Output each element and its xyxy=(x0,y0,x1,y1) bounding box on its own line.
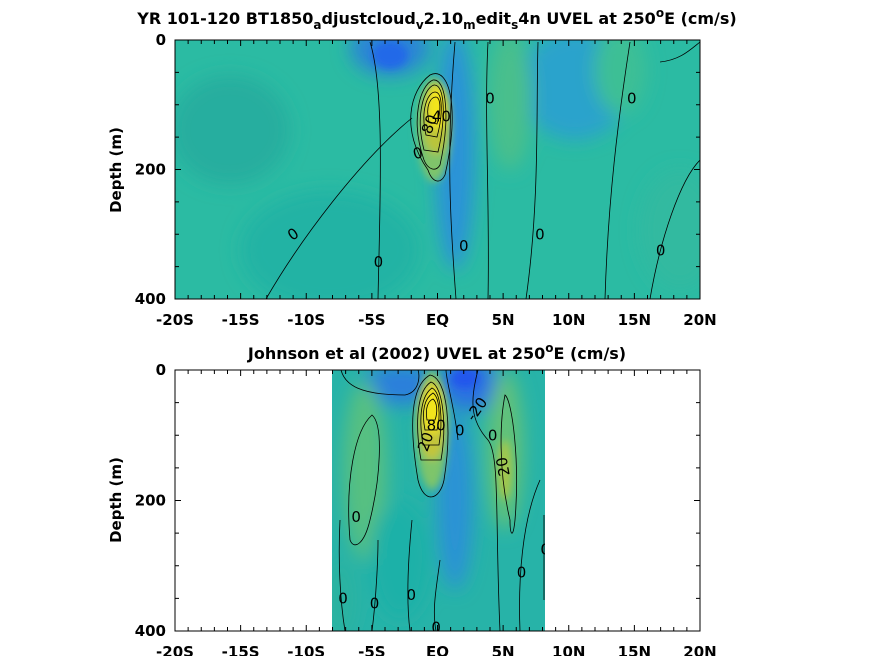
x-tick-label: -20S xyxy=(156,643,194,656)
title-part: v xyxy=(416,18,424,32)
bottom-ticks xyxy=(174,369,701,632)
y-tick-label: 400 xyxy=(135,290,166,308)
contour-label: 20 xyxy=(493,456,514,478)
contour-label: 0 xyxy=(627,89,637,107)
contour-label: 0 xyxy=(488,426,498,444)
bottom-contours xyxy=(338,370,545,631)
x-tick-label: -10S xyxy=(287,311,325,329)
contour-label: 0 xyxy=(338,589,348,607)
x-tick-label: 10N xyxy=(552,311,585,329)
contour-label: 40 xyxy=(432,107,451,125)
y-tick-label: 0 xyxy=(156,361,166,379)
x-tick-label: -15S xyxy=(222,643,260,656)
y-tick-label: 200 xyxy=(135,492,166,510)
contour-label: 0 xyxy=(370,595,380,613)
x-tick-label: -10S xyxy=(287,643,325,656)
bottom-y-axis-label: Depth (m) xyxy=(107,457,125,543)
x-tick-label: 10N xyxy=(552,643,585,656)
title-part: Johnson et al (2002) UVEL at 250 xyxy=(247,344,545,363)
title-part: E (cm/s) xyxy=(664,9,737,28)
contour-label: 0 xyxy=(517,563,527,581)
bottom-y-tick-labels: 0 200 400 xyxy=(135,361,166,640)
title-part: o xyxy=(545,341,553,355)
x-tick-label: 20N xyxy=(683,643,716,656)
x-tick-label: 15N xyxy=(618,311,651,329)
title-part: m xyxy=(463,18,476,32)
y-tick-label: 0 xyxy=(156,31,166,49)
x-tick-label: -15S xyxy=(222,311,260,329)
title-part: s xyxy=(511,18,518,32)
contour-label: 0 xyxy=(535,225,545,243)
x-tick-label: EQ xyxy=(426,311,449,329)
title-part: o xyxy=(656,6,664,20)
x-tick-label: 5N xyxy=(492,311,515,329)
title-part: djustcloud xyxy=(322,9,416,28)
title-part: 4n UVEL at 250 xyxy=(518,9,656,28)
x-tick-label: -5S xyxy=(358,311,385,329)
x-tick-label: -20S xyxy=(156,311,194,329)
contour-label: 0 xyxy=(455,422,465,440)
bottom-panel-title: Johnson et al (2002) UVEL at 250oE (cm/s… xyxy=(247,341,626,363)
title-part: E (cm/s) xyxy=(553,344,626,363)
title-part: YR 101-120 BT1850 xyxy=(136,9,313,28)
contour-label: 20 xyxy=(414,430,437,454)
top-contours xyxy=(265,41,700,299)
x-tick-label: EQ xyxy=(426,643,449,656)
contour-label: 0 xyxy=(374,253,384,271)
contour-label: 80 xyxy=(427,416,446,434)
contour-label: 0 xyxy=(431,619,441,637)
contour-label: 0 xyxy=(459,237,469,255)
top-panel-title: YR 101-120 BT1850adjustcloudv2.10medits4… xyxy=(136,6,736,32)
top-panel: YR 101-120 BT1850adjustcloudv2.10medits4… xyxy=(107,6,737,329)
x-tick-label: 15N xyxy=(618,643,651,656)
contour-label: 0 xyxy=(485,89,495,107)
top-x-tick-labels: -20S -15S -10S -5S EQ 5N 10N 15N 20N xyxy=(156,311,717,329)
title-part: a xyxy=(313,18,321,32)
contour-label: 0 xyxy=(656,241,666,259)
top-y-tick-labels: 0 200 400 xyxy=(135,31,166,308)
bottom-x-tick-labels: -20S -15S -10S -5S EQ 5N 10N 15N 20N xyxy=(156,643,717,656)
title-part: 2.10 xyxy=(424,9,463,28)
x-tick-label: -5S xyxy=(358,643,385,656)
contour-label: 80 xyxy=(418,112,441,136)
y-tick-label: 200 xyxy=(135,161,166,179)
contour-label: 0 xyxy=(411,143,425,163)
top-y-axis-label: Depth (m) xyxy=(107,127,125,213)
contour-label: 0 xyxy=(540,540,550,558)
contour-label: 0 xyxy=(406,586,416,604)
x-tick-label: 20N xyxy=(683,311,716,329)
title-part: edit xyxy=(476,9,512,28)
x-tick-label: 5N xyxy=(492,643,515,656)
contour-label: 0 xyxy=(351,508,361,526)
top-ticks xyxy=(174,39,701,300)
bottom-panel: Johnson et al (2002) UVEL at 250oE (cm/s… xyxy=(107,341,717,656)
y-tick-label: 400 xyxy=(135,622,166,640)
